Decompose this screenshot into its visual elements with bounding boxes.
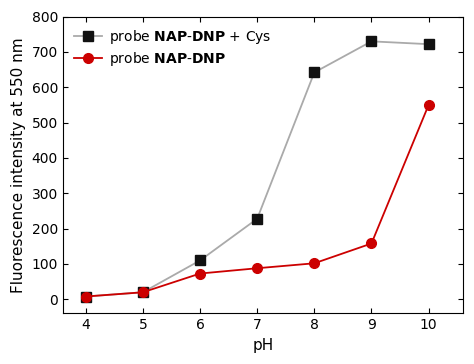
Y-axis label: Fluorescence intensity at 550 nm: Fluorescence intensity at 550 nm <box>11 37 26 293</box>
Legend: probe $\mathbf{NAP\text{-}DNP}$ + Cys, probe $\mathbf{NAP\text{-}DNP}$: probe $\mathbf{NAP\text{-}DNP}$ + Cys, p… <box>70 24 275 72</box>
X-axis label: pH: pH <box>252 338 273 353</box>
